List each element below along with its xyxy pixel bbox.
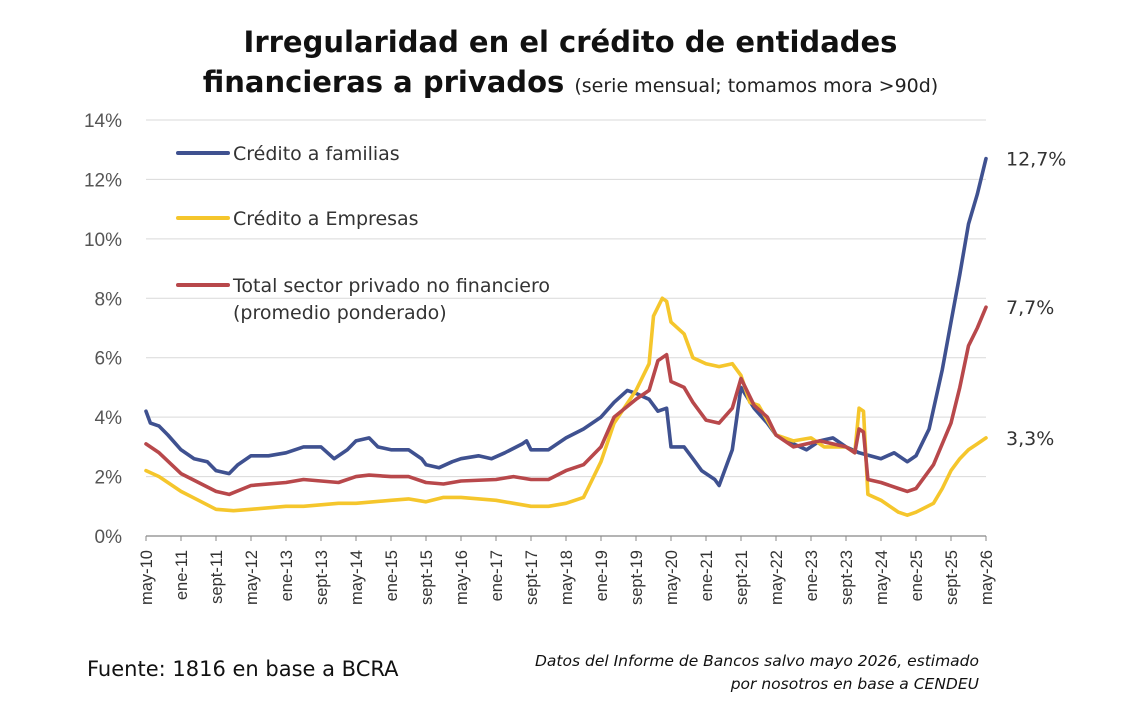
legend-label: (promedio ponderado) [233,302,447,324]
series-end-label: 3,3% [1006,428,1054,450]
legend-label: Total sector privado no financiero [232,275,550,297]
y-tick-label: 0% [95,527,123,548]
x-tick-label: sept-11 [208,550,226,604]
x-tick-label: sept-17 [523,550,541,605]
chart-subtitle: (serie mensual; tomamos mora >90d) [574,75,939,97]
x-tick-label: ene-11 [173,550,191,600]
source-note: Fuente: 1816 en base a BCRA [87,657,399,681]
y-tick-label: 14% [84,111,122,132]
y-tick-label: 10% [84,230,122,251]
x-tick-label: may-18 [558,550,576,605]
legend-label: Crédito a familias [233,143,400,165]
y-tick-label: 8% [95,289,123,310]
title-line-2-text: financieras a privados [202,65,565,99]
x-tick-label: may-16 [453,550,471,605]
data-note: Datos del Informe de Bancos salvo mayo 2… [459,650,979,696]
x-tick-label: may-22 [768,550,786,605]
x-tick-label: sept-19 [628,550,646,605]
chart-title: Irregularidad en el crédito de entidades… [0,22,1141,106]
x-tick-label: sept-25 [943,550,961,605]
y-tick-label: 4% [95,408,123,429]
y-tick-label: 12% [84,170,122,191]
x-tick-label: ene-19 [593,550,611,601]
y-tick-label: 2% [95,468,123,489]
data-note-line-1: Datos del Informe de Bancos salvo mayo 2… [535,652,979,670]
x-tick-label: sept-23 [838,550,856,605]
x-tick-label: ene-25 [908,550,926,601]
x-tick-label: may-20 [663,550,681,605]
data-note-line-2: por nosotros en base a CENDEU [730,675,979,693]
x-tick-label: sept-21 [733,550,751,605]
x-tick-label: may-10 [138,550,156,605]
x-tick-label: ene-13 [278,550,296,601]
x-tick-label: sept-15 [418,550,436,605]
x-tick-label: sept-13 [313,550,331,605]
legend-label: Crédito a Empresas [233,208,419,230]
series-end-label: 7,7% [1006,297,1054,319]
title-line-2: financieras a privados (serie mensual; t… [0,62,1141,106]
x-tick-label: ene-17 [488,550,506,601]
series-line [144,305,988,497]
x-tick-label: may-14 [348,550,366,605]
series-line [144,296,988,518]
x-tick-label: may-24 [873,550,891,605]
x-tick-label: ene-21 [698,550,716,601]
x-tick-label: ene-23 [803,550,821,601]
x-tick-label: may-12 [243,550,261,605]
y-tick-label: 6% [95,349,123,370]
title-line-1: Irregularidad en el crédito de entidades [243,25,898,59]
x-tick-label: ene-15 [383,550,401,601]
series-end-label: 12,7% [1006,149,1066,171]
x-tick-label: may-26 [978,550,996,605]
